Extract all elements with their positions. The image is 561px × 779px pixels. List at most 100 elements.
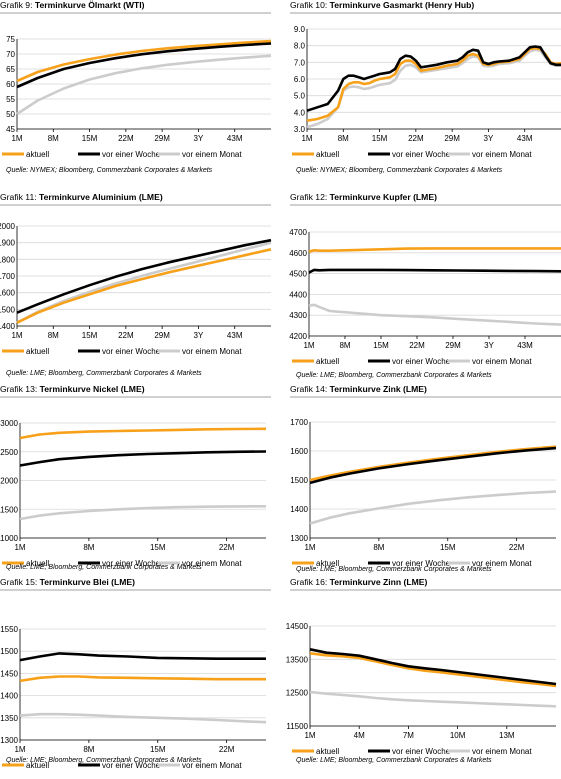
x-tick-label: 1M — [304, 543, 315, 552]
legend-label-woche: vor einer Woche — [392, 150, 451, 159]
legend-label-monat: vor einem Monat — [472, 357, 532, 366]
series-line-woche — [16, 238, 272, 314]
y-tick-label: 12500 — [0, 448, 19, 457]
y-tick-label: 1300 — [0, 736, 18, 745]
source-note: Quelle: LME; Bloomberg, Commerzbank Corp… — [296, 566, 492, 573]
source-note: Quelle: LME; Bloomberg, Commerzbank Corp… — [296, 757, 492, 764]
title-rule — [290, 589, 561, 591]
chart-title: Grafik 11: Terminkurve Aluminium (LME) — [0, 192, 163, 202]
series-line-woche — [309, 648, 557, 686]
title-rule — [0, 396, 271, 398]
chart-svg: 3.0 4.0 5.0 6.0 7.0 8.0 9.0 1M 8M 15M 22M 29M 3Y 43M a… — [292, 25, 561, 159]
series-line-woche — [19, 652, 266, 662]
x-tick-label: 43M — [227, 331, 243, 340]
chart-svg: 4200 4300 4400 4500 4600 4700 1M 8M 15M 22M 29M 3Y 4… — [289, 228, 561, 366]
y-tick-label: 13000 — [0, 419, 19, 428]
title-rule — [0, 12, 271, 14]
chart-panel: Grafik 12: Terminkurve Kupfer (LME) 4200 4… — [289, 192, 561, 380]
legend-label-woche: vor einer Woche — [102, 347, 161, 356]
y-tick-label: 75 — [6, 35, 15, 44]
series-line-woche — [16, 42, 272, 89]
y-tick-label: 4300 — [289, 311, 307, 320]
series-line-monat — [309, 490, 557, 525]
x-tick-label: 22M — [118, 331, 134, 340]
legend-label-aktuell: aktuell — [26, 347, 49, 356]
chart-title-text: Terminkurve Blei (LME) — [37, 577, 135, 587]
y-tick-label: 12500 — [286, 689, 309, 698]
chart-panel: Grafik 11: Terminkurve Aluminium (LME) 14… — [0, 192, 272, 380]
series-line-aktuell — [16, 39, 272, 83]
chart-title: Grafik 9: Terminkurve Ölmarkt (WTI) — [0, 0, 145, 10]
source-note: Quelle: LME; Bloomberg, Commerzbank Corp… — [6, 564, 202, 571]
chart-number: Grafik 14: — [290, 384, 328, 394]
series-line-monat — [16, 54, 272, 116]
chart-number: Grafik 9: — [0, 0, 33, 10]
y-tick-label: 11500 — [286, 722, 308, 731]
y-tick-label: 9.0 — [294, 25, 306, 34]
y-tick-label: 1500 — [290, 476, 308, 485]
y-tick-label: 50 — [6, 110, 15, 119]
x-tick-label: 43M — [517, 341, 533, 350]
x-tick-label: 22M — [509, 543, 525, 552]
legend-label-woche: vor einer Woche — [392, 559, 451, 568]
series-line-aktuell — [308, 247, 561, 254]
y-tick-label: 1800 — [0, 255, 16, 264]
y-tick-label: 5.0 — [294, 92, 306, 101]
legend-label-woche: vor einer Woche — [392, 747, 451, 756]
y-tick-label: 1600 — [290, 447, 308, 456]
x-tick-label: 15M — [150, 543, 166, 552]
y-tick-label: 3.0 — [294, 125, 306, 134]
y-tick-label: 4600 — [289, 249, 307, 258]
y-tick-label: 4.0 — [294, 108, 306, 117]
chart-title-text: Terminkurve Zink (LME) — [327, 384, 427, 394]
x-tick-label: 43M — [227, 134, 243, 143]
series-line-woche — [306, 45, 561, 112]
y-tick-label: 4400 — [289, 290, 307, 299]
chart-number: Grafik 11: — [0, 192, 37, 202]
x-tick-label: 29M — [444, 134, 460, 143]
x-tick-label: 15M — [82, 134, 98, 143]
y-tick-label: 1500 — [0, 647, 18, 656]
x-tick-label: 1M — [304, 731, 315, 740]
chart-panel: Grafik 15: Terminkurve Blei (LME) 1300 135… — [0, 577, 271, 770]
title-rule — [290, 396, 561, 398]
x-tick-label: 1M — [14, 543, 25, 552]
chart-title: Grafik 14: Terminkurve Zink (LME) — [290, 384, 427, 394]
chart-number: Grafik 12: — [290, 192, 328, 202]
chart-number: Grafik 16: — [290, 577, 328, 587]
y-tick-label: 1400 — [0, 692, 18, 701]
chart-title: Grafik 12: Terminkurve Kupfer (LME) — [290, 192, 437, 202]
series-line-woche — [19, 450, 267, 467]
series-line-woche — [308, 268, 561, 274]
legend-label-monat: vor einem Monat — [472, 150, 532, 159]
x-tick-label: 29M — [154, 134, 170, 143]
y-tick-label: 1400 — [290, 505, 308, 514]
x-tick-label: 22M — [408, 134, 424, 143]
x-tick-label: 15M — [440, 543, 456, 552]
legend-label-monat: vor einem Monat — [182, 347, 242, 356]
x-tick-label: 1M — [301, 134, 312, 143]
x-tick-label: 8M — [339, 341, 350, 350]
x-tick-label: 15M — [373, 341, 389, 350]
y-tick-label: 1500 — [0, 305, 16, 314]
x-tick-label: 8M — [83, 745, 94, 754]
chart-panel: Grafik 9: Terminkurve Ölmarkt (WTI) 45 50 5… — [0, 0, 272, 188]
x-tick-label: 15M — [372, 134, 388, 143]
legend-label-aktuell: aktuell — [26, 150, 49, 159]
chart-svg: 45 50 55 60 65 70 75 1M 8M 15M 22M 29M 3Y 43M aktuell v… — [2, 35, 272, 159]
source-note: Quelle: LME; Bloomberg, Commerzbank Corp… — [6, 370, 202, 377]
chart-number: Grafik 13: — [0, 384, 38, 394]
x-tick-label: 29M — [445, 341, 461, 350]
y-tick-label: 1450 — [0, 669, 18, 678]
source-note: Quelle: LME; Bloomberg, Commerzbank Corp… — [6, 757, 202, 764]
legend-label-monat: vor einem Monat — [182, 150, 242, 159]
chart-title: Grafik 13: Terminkurve Nickel (LME) — [0, 384, 145, 394]
chart-panel: Grafik 13: Terminkurve Nickel (LME) 11000… — [0, 384, 271, 572]
y-tick-label: 2000 — [0, 222, 16, 231]
series-line-aktuell — [16, 248, 272, 324]
series-line-aktuell — [309, 652, 557, 688]
title-rule — [290, 204, 561, 206]
source-note: Quelle: LME; Bloomberg, Commerzbank Corp… — [296, 372, 492, 379]
y-tick-label: 60 — [6, 80, 15, 89]
legend-label-aktuell: aktuell — [316, 559, 339, 568]
